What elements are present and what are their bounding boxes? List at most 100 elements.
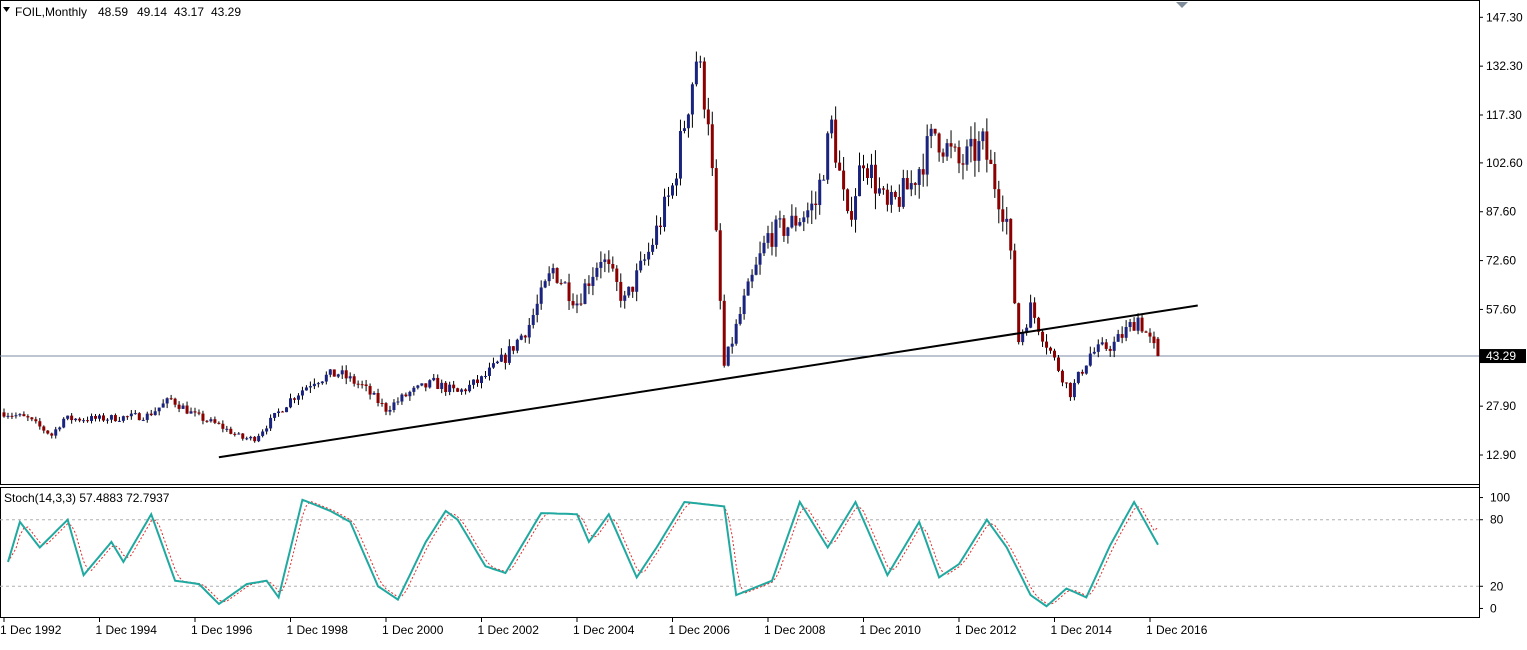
candle-body-down bbox=[631, 286, 635, 292]
candle-body-down bbox=[921, 169, 925, 175]
candle-body-up bbox=[249, 436, 253, 439]
candle-body-down bbox=[205, 420, 209, 422]
candle-body-up bbox=[468, 384, 472, 392]
candle-body-up bbox=[698, 61, 702, 63]
candle-body-up bbox=[269, 417, 273, 429]
candle-body-down bbox=[10, 415, 14, 417]
candle-body-down bbox=[1033, 302, 1037, 318]
candle-body-up bbox=[786, 227, 790, 236]
candle-body-up bbox=[300, 390, 304, 396]
candle-body-down bbox=[424, 383, 428, 388]
candle-body-up bbox=[889, 191, 893, 205]
candle-body-down bbox=[1068, 382, 1072, 398]
candle-body-down bbox=[344, 370, 348, 379]
candle-body-up bbox=[440, 382, 444, 389]
candle-body-down bbox=[332, 369, 336, 377]
candle-body-down bbox=[953, 146, 957, 148]
stoch-tick-label: 100 bbox=[1490, 491, 1510, 505]
candle-body-up bbox=[746, 281, 750, 296]
candle-body-up bbox=[790, 215, 794, 228]
candle-body-down bbox=[185, 405, 189, 414]
candle-body-down bbox=[281, 411, 285, 413]
candle-body-down bbox=[364, 384, 368, 386]
candle-body-up bbox=[830, 119, 834, 134]
candle-body-up bbox=[483, 375, 487, 377]
candle-body-down bbox=[973, 138, 977, 161]
candle-body-up bbox=[98, 415, 101, 419]
candle-body-up bbox=[157, 407, 161, 412]
candle-body-down bbox=[376, 392, 380, 403]
candle-body-up bbox=[1084, 365, 1088, 374]
candle-body-up bbox=[336, 374, 340, 377]
candle-body-up bbox=[969, 138, 973, 147]
candle-body-down bbox=[1120, 334, 1124, 338]
candle-body-up bbox=[181, 405, 185, 409]
candle-body-up bbox=[651, 244, 655, 252]
candle-body-up bbox=[563, 282, 567, 284]
candle-body-down bbox=[1049, 347, 1053, 351]
candle-body-up bbox=[674, 178, 678, 186]
candle-body-up bbox=[527, 324, 531, 338]
candle-body-down bbox=[702, 61, 706, 110]
candle-body-up bbox=[348, 376, 352, 379]
candle-body-up bbox=[105, 419, 109, 421]
candle-body-down bbox=[22, 414, 26, 417]
chart-shift-marker-icon[interactable] bbox=[1176, 2, 1188, 8]
candle-body-down bbox=[352, 376, 356, 384]
candle-body-up bbox=[432, 377, 436, 381]
support-trendline[interactable] bbox=[218, 304, 1198, 459]
price-tick-label: 117.30 bbox=[1486, 108, 1522, 122]
candle-body-up bbox=[296, 395, 300, 400]
candle-body-up bbox=[324, 374, 328, 382]
candle-body-up bbox=[237, 433, 241, 435]
candle-body-down bbox=[213, 419, 217, 423]
candle-body-up bbox=[308, 386, 312, 388]
candle-body-up bbox=[981, 131, 985, 142]
candle-body-up bbox=[388, 409, 392, 412]
price-tick-label: 27.90 bbox=[1486, 399, 1516, 413]
dropdown-triangle-icon[interactable] bbox=[3, 7, 10, 12]
candle-body-down bbox=[444, 382, 448, 392]
candle-body-up bbox=[694, 61, 698, 85]
candle-body-down bbox=[949, 143, 953, 147]
candle-body-up bbox=[575, 303, 579, 306]
candle-body-down bbox=[1009, 218, 1013, 251]
candle-body-down bbox=[611, 264, 615, 269]
candle-body-down bbox=[94, 416, 98, 419]
candle-body-down bbox=[241, 433, 245, 439]
candle-body-up bbox=[261, 431, 265, 436]
candle-body-down bbox=[1132, 322, 1136, 331]
candle-body-down bbox=[229, 428, 233, 434]
time-tick-label: 1 Dec 1998 bbox=[287, 623, 349, 637]
candle-body-up bbox=[539, 287, 543, 304]
stoch-label: Stoch(14,3,3) 57.4883 72.7937 bbox=[4, 491, 170, 505]
candle-body-down bbox=[380, 402, 384, 404]
candle-body-down bbox=[452, 384, 456, 389]
candle-body-up bbox=[682, 128, 686, 131]
candle-body-up bbox=[1096, 344, 1100, 352]
candle-body-down bbox=[607, 259, 611, 265]
candle-body-up bbox=[1092, 351, 1096, 354]
candle-body-up bbox=[738, 314, 742, 324]
candle-body-up bbox=[448, 384, 452, 392]
candle-body-down bbox=[957, 147, 961, 164]
candle-body-up bbox=[583, 283, 587, 304]
candle-body-down bbox=[1013, 250, 1017, 304]
time-tick-label: 1 Dec 2012 bbox=[955, 623, 1017, 637]
candle-body-up bbox=[869, 164, 873, 179]
candle-body-up bbox=[543, 281, 547, 288]
candle-body-down bbox=[523, 335, 527, 338]
candle-body-up bbox=[14, 415, 18, 417]
candle-body-up bbox=[165, 398, 169, 404]
candle-body-down bbox=[842, 170, 846, 190]
time-tick-label: 1 Dec 2016 bbox=[1146, 623, 1208, 637]
candle-body-down bbox=[253, 436, 257, 442]
price-tick-label: 132.30 bbox=[1486, 59, 1523, 73]
candle-body-down bbox=[201, 413, 205, 421]
candle-body-down bbox=[1037, 317, 1041, 332]
candle-body-down bbox=[659, 225, 663, 227]
candle-body-down bbox=[169, 398, 173, 400]
candle-body-down bbox=[913, 183, 917, 185]
